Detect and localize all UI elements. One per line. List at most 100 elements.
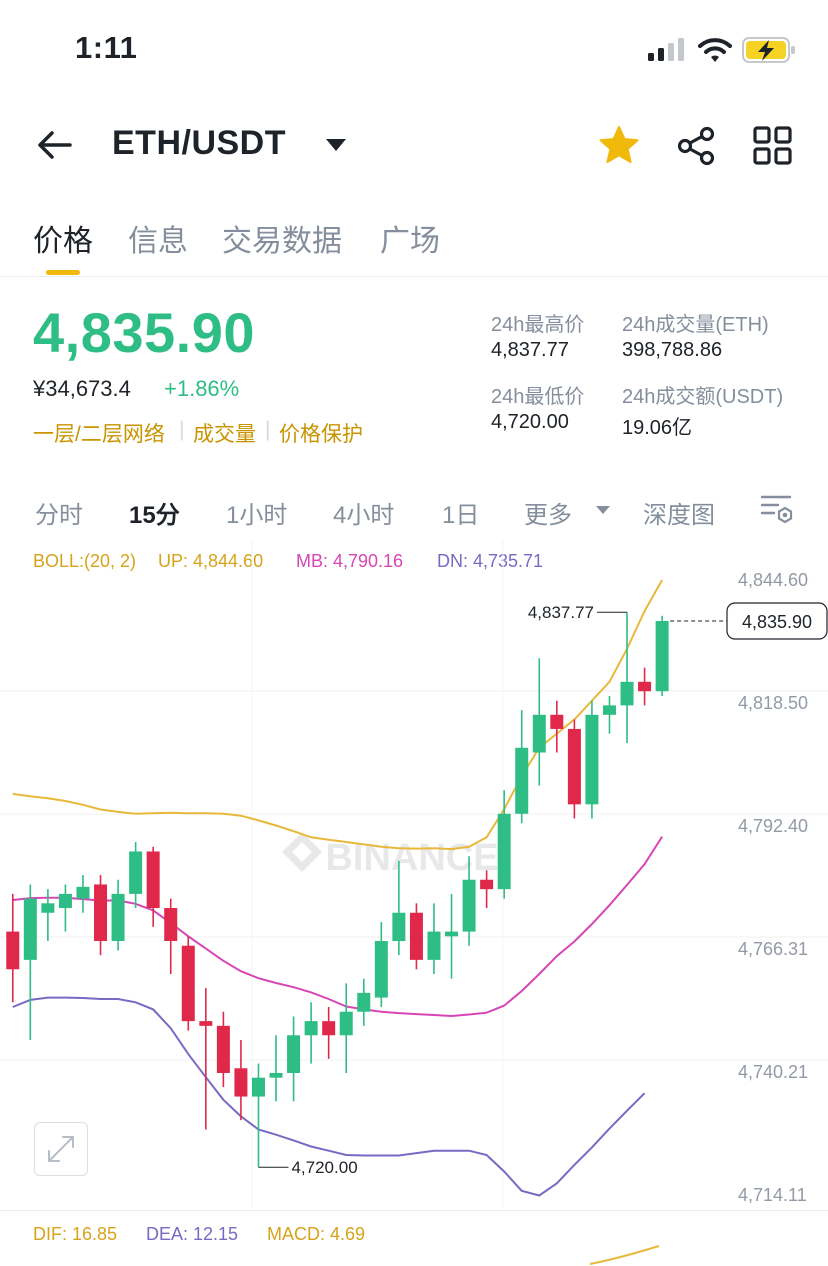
candle: [357, 978, 371, 1026]
boll-params: BOLL:(20, 2): [33, 551, 137, 571]
candle: [269, 1035, 283, 1102]
chart-grid: [0, 540, 828, 1210]
current-price-box: [726, 602, 828, 640]
macd-divider: [0, 1210, 828, 1211]
candle: [58, 884, 72, 932]
candle: [251, 1063, 265, 1168]
candlestick-chart[interactable]: BINANCE 4,837.774,720.004,835.90 4,844.6…: [0, 540, 828, 1210]
candle: [427, 903, 441, 975]
favorite-star-icon[interactable]: [598, 125, 640, 165]
candle: [146, 846, 160, 927]
candle: [497, 790, 511, 899]
fullscreen-button[interactable]: [34, 1122, 88, 1176]
candle: [374, 922, 388, 1007]
interval-time-sharing[interactable]: 分时: [35, 502, 83, 529]
candle: [532, 658, 546, 786]
low-marker-label: 4,720.00: [291, 1158, 357, 1177]
candle: [199, 988, 213, 1130]
tab-price[interactable]: 价格: [33, 225, 93, 258]
boll-up: UP: 4,844.60: [158, 551, 264, 571]
grid-menu-icon[interactable]: [753, 126, 793, 166]
high-marker-label: 4,837.77: [528, 603, 594, 622]
cellular-signal-icon: [648, 38, 684, 61]
tag-separator: |: [265, 418, 271, 441]
tag-separator: |: [179, 418, 185, 441]
candle: [392, 860, 406, 956]
candle: [164, 898, 178, 975]
boll-upper-line: [12, 579, 663, 851]
volume-usdt-value: 19.06亿: [622, 417, 693, 439]
candle: [655, 615, 669, 696]
high-label: 24h最高价: [491, 314, 585, 336]
chart-settings-icon[interactable]: [760, 494, 794, 526]
candle: [76, 875, 90, 913]
low-value: 4,720.00: [491, 411, 569, 433]
boll-dn: DN: 4,735.71: [437, 551, 544, 571]
low-label: 24h最低价: [491, 386, 585, 408]
y-axis-tick: 4,792.40: [738, 816, 808, 836]
interval-4h[interactable]: 4小时: [333, 502, 395, 529]
macd-dea: DEA: 12.15: [146, 1224, 239, 1244]
interval-1h[interactable]: 1小时: [226, 502, 288, 529]
candle: [181, 936, 195, 1031]
expand-icon: [48, 1136, 74, 1162]
y-axis-tick: 4,714.11: [738, 1185, 807, 1205]
y-axis-tick: 4,766.31: [738, 939, 808, 959]
back-arrow-icon[interactable]: [36, 130, 74, 160]
tag-layer-network[interactable]: 一层/二层网络: [33, 423, 165, 446]
interval-15m[interactable]: 15分: [129, 502, 180, 529]
macd-dif: DIF: 16.85: [33, 1224, 118, 1244]
boll-mb: MB: 4,790.16: [296, 551, 404, 571]
tab-square[interactable]: 广场: [380, 225, 440, 258]
volume-eth-label: 24h成交量(ETH): [622, 314, 769, 336]
candle: [585, 700, 599, 819]
tag-price-protection[interactable]: 价格保护: [279, 423, 363, 446]
interval-1d[interactable]: 1日: [442, 502, 480, 529]
candle: [567, 719, 581, 819]
candle: [462, 856, 476, 946]
high-value: 4,837.77: [491, 339, 569, 361]
tabs-divider: [0, 276, 828, 277]
candle: [339, 983, 353, 1073]
more-caret-icon[interactable]: [595, 505, 611, 515]
cny-price: ¥34,673.4: [33, 376, 131, 401]
tag-volume[interactable]: 成交量: [193, 423, 256, 446]
share-icon[interactable]: [676, 126, 716, 166]
candle: [445, 893, 459, 979]
trading-pair-title[interactable]: ETH/USDT: [112, 124, 286, 162]
candle: [287, 1016, 301, 1102]
pair-dropdown-caret-icon[interactable]: [325, 138, 347, 152]
depth-chart-tab[interactable]: 深度图: [643, 502, 715, 529]
candle: [620, 612, 634, 744]
macd-value: MACD: 4.69: [267, 1224, 366, 1244]
tab-trading-data[interactable]: 交易数据: [222, 225, 342, 258]
candle: [216, 1011, 230, 1088]
candle: [322, 1006, 336, 1059]
volume-usdt-label: 24h成交额(USDT): [622, 386, 784, 408]
active-tab-indicator: [46, 270, 80, 275]
candle: [480, 870, 494, 909]
candle: [94, 875, 108, 956]
candle: [41, 889, 55, 942]
y-axis-tick: 4,740.21: [738, 1062, 808, 1082]
y-axis-tick: 4,844.60: [738, 570, 808, 590]
candle: [550, 700, 564, 753]
candle: [129, 842, 143, 909]
macd-dif-line: [589, 1245, 660, 1265]
y-axis-tick: 4,818.50: [738, 693, 808, 713]
volume-eth-value: 398,788.86: [622, 339, 723, 361]
last-price: 4,835.90: [33, 301, 255, 364]
candle: [409, 903, 423, 970]
tab-info[interactable]: 信息: [128, 225, 188, 258]
candle: [23, 884, 37, 1040]
candle: [6, 893, 20, 1003]
candle: [304, 1002, 318, 1064]
current-price-label: 4,835.90: [742, 612, 812, 632]
price-change-percent: +1.86%: [164, 376, 240, 401]
interval-more[interactable]: 更多: [524, 502, 572, 529]
binance-logo-icon: [282, 832, 322, 872]
candle: [234, 1039, 248, 1121]
candle: [602, 695, 616, 734]
candle: [638, 667, 652, 706]
battery-charging-icon: [742, 37, 795, 63]
